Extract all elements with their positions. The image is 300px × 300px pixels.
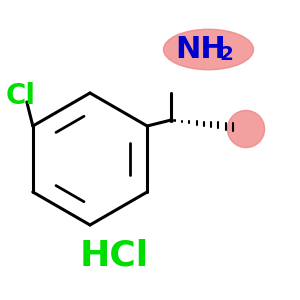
Circle shape	[227, 110, 265, 148]
Text: Cl: Cl	[6, 82, 36, 110]
Text: NH: NH	[176, 35, 226, 64]
Text: 2: 2	[220, 44, 233, 64]
Ellipse shape	[164, 29, 254, 70]
Text: HCl: HCl	[80, 238, 148, 272]
